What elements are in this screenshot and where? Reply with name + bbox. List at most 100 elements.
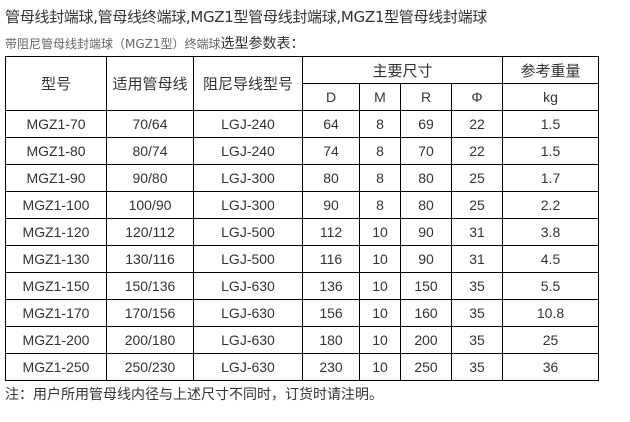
table-cell: MGZ1-250	[5, 353, 107, 381]
table-cell: LGJ-300	[193, 191, 303, 219]
table-cell: 136	[302, 272, 360, 300]
header-model: 型号	[5, 56, 107, 111]
table-cell: MGZ1-200	[5, 326, 107, 354]
table-cell: 250	[400, 353, 452, 381]
header-M: M	[359, 83, 401, 111]
table-cell: 64	[302, 110, 360, 138]
table-cell: 120/112	[106, 218, 194, 246]
table-cell: MGZ1-70	[5, 110, 107, 138]
table-cell: 250/230	[106, 353, 194, 381]
table-cell: 3.8	[502, 218, 599, 246]
table-cell: MGZ1-100	[5, 191, 107, 219]
header-wire: 阻尼导线型号	[193, 56, 303, 111]
table-cell: 35	[451, 326, 503, 354]
table-cell: 1.5	[502, 137, 599, 165]
table-row: MGZ1-130 130/116 LGJ-500 116 10 90 31 4.5	[5, 245, 599, 273]
table-cell: 2.2	[502, 191, 599, 219]
table-cell: 70/64	[106, 110, 194, 138]
table-cell: LGJ-630	[193, 326, 303, 354]
table-cell: 90	[302, 191, 360, 219]
caption-small: 带阻尼管母线封端球（MGZ1型）终端球	[5, 37, 221, 51]
table-row: MGZ1-150 150/136 LGJ-630 136 10 150 35 5.5	[5, 272, 599, 300]
table-cell: 80	[302, 164, 360, 192]
table-cell: 22	[451, 137, 503, 165]
table-cell: 200/180	[106, 326, 194, 354]
table-row: MGZ1-120 120/112 LGJ-500 112 10 90 31 3.8	[5, 218, 599, 246]
page-title: 管母线封端球,管母线终端球,MGZ1型管母线封端球,MGZ1型管母线封端球	[5, 8, 487, 26]
table-cell: LGJ-630	[193, 299, 303, 327]
table-cell: 100/90	[106, 191, 194, 219]
header-R: R	[400, 83, 452, 111]
table-cell: 150/136	[106, 272, 194, 300]
table-cell: MGZ1-130	[5, 245, 107, 273]
table-cell: LGJ-630	[193, 272, 303, 300]
table-cell: 22	[451, 110, 503, 138]
table-cell: LGJ-240	[193, 110, 303, 138]
table-cell: MGZ1-80	[5, 137, 107, 165]
table-row: MGZ1-80 80/74 LGJ-240 74 8 70 22 1.5	[5, 137, 599, 165]
table-cell: 31	[451, 245, 503, 273]
table-row: MGZ1-170 170/156 LGJ-630 156 10 160 35 10.8	[5, 299, 599, 327]
caption-main: 选型参数表：	[220, 36, 305, 52]
table-cell: 5.5	[502, 272, 599, 300]
table-cell: MGZ1-90	[5, 164, 107, 192]
table-cell: 130/116	[106, 245, 194, 273]
table-cell: 4.5	[502, 245, 599, 273]
table-cell: 80	[400, 191, 452, 219]
table-cell: 25	[451, 191, 503, 219]
table-cell: 156	[302, 299, 360, 327]
table-cell: 31	[451, 218, 503, 246]
header-dims: 主要尺寸	[302, 56, 503, 84]
table-cell: 90	[400, 218, 452, 246]
table-cell: 116	[302, 245, 360, 273]
header-kg: kg	[502, 83, 599, 111]
table-cell: 8	[359, 137, 401, 165]
table-cell: 25	[451, 164, 503, 192]
table-cell: 10	[359, 353, 401, 381]
table-cell: 160	[400, 299, 452, 327]
table-cell: 8	[359, 110, 401, 138]
table-cell: 10	[359, 218, 401, 246]
table-row: MGZ1-70 70/64 LGJ-240 64 8 69 22 1.5	[5, 110, 599, 138]
table-cell: 35	[451, 272, 503, 300]
table-cell: 112	[302, 218, 360, 246]
header-D: D	[302, 83, 360, 111]
table-row: MGZ1-100 100/90 LGJ-300 90 8 80 25 2.2	[5, 191, 599, 219]
table-cell: 90/80	[106, 164, 194, 192]
table-caption: 带阻尼管母线封端球（MGZ1型）终端球选型参数表：	[5, 33, 305, 53]
table-cell: 230	[302, 353, 360, 381]
table-row: MGZ1-90 90/80 LGJ-300 80 8 80 25 1.7	[5, 164, 599, 192]
footnote: 注：用户所用管母线内径与上述尺寸不同时，订货时请注明。	[5, 387, 383, 403]
table-cell: MGZ1-170	[5, 299, 107, 327]
header-weight: 参考重量	[502, 56, 599, 84]
table-cell: 8	[359, 191, 401, 219]
table-row: MGZ1-250 250/230 LGJ-630 230 10 250 35 36	[5, 353, 599, 381]
table-cell: 35	[451, 353, 503, 381]
table-cell: LGJ-240	[193, 137, 303, 165]
table-cell: 80	[400, 164, 452, 192]
table-cell: 74	[302, 137, 360, 165]
table-cell: LGJ-300	[193, 164, 303, 192]
table-cell: 10	[359, 326, 401, 354]
table-cell: 69	[400, 110, 452, 138]
table-cell: 1.5	[502, 110, 599, 138]
table-cell: 180	[302, 326, 360, 354]
table-cell: 80/74	[106, 137, 194, 165]
table-cell: 170/156	[106, 299, 194, 327]
header-tube: 适用管母线	[106, 56, 194, 111]
table-cell: 10	[359, 245, 401, 273]
table-cell: 35	[451, 299, 503, 327]
table-cell: 90	[400, 245, 452, 273]
table-cell: 70	[400, 137, 452, 165]
spec-table: 型号 适用管母线 阻尼导线型号 主要尺寸 参考重量 D M R Φ kg MGZ…	[5, 56, 599, 381]
table-cell: 150	[400, 272, 452, 300]
table-cell: LGJ-500	[193, 245, 303, 273]
table-row: MGZ1-200 200/180 LGJ-630 180 10 200 35 25	[5, 326, 599, 354]
table-cell: 200	[400, 326, 452, 354]
table-cell: 8	[359, 164, 401, 192]
table-cell: MGZ1-150	[5, 272, 107, 300]
table-cell: 25	[502, 326, 599, 354]
header-phi: Φ	[451, 83, 503, 111]
table-cell: 10	[359, 299, 401, 327]
table-cell: LGJ-630	[193, 353, 303, 381]
